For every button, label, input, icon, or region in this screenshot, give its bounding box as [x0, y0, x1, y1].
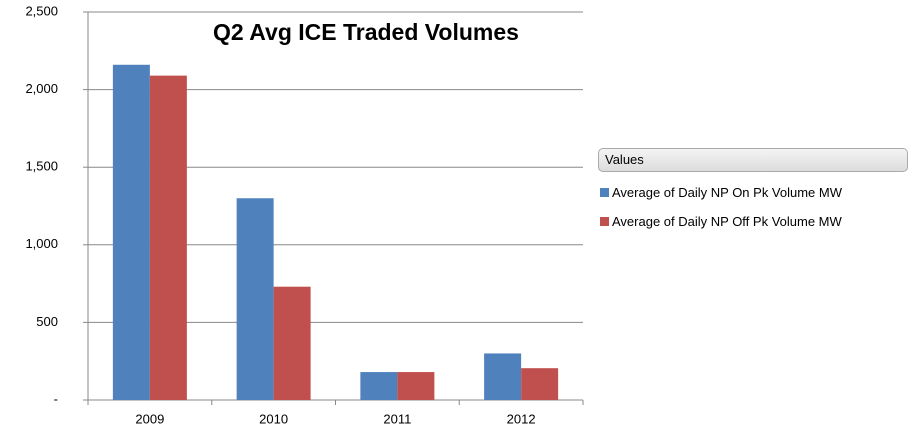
legend-entry: Average of Daily NP Off Pk Volume MW: [598, 213, 902, 230]
x-tick-label: 2012: [507, 411, 536, 426]
y-tick-label: 500: [36, 314, 58, 329]
y-tick-label: -: [54, 391, 58, 406]
chart-title: Q2 Avg ICE Traded Volumes: [213, 19, 519, 45]
legend-label: Average of Daily NP Off Pk Volume MW: [612, 214, 842, 229]
y-tick-label: 1,500: [25, 159, 58, 174]
legend-entry: Average of Daily NP On Pk Volume MW: [598, 184, 902, 201]
legend-swatch: [600, 217, 609, 226]
y-tick-label: 2,500: [25, 3, 58, 18]
bar: [273, 286, 311, 400]
x-tick-label: 2011: [383, 411, 411, 426]
bar: [236, 198, 274, 400]
legend-title: Values: [598, 148, 908, 172]
legend: Values Average of Daily NP On Pk Volume …: [598, 148, 908, 230]
x-tick-label: 2010: [259, 411, 288, 426]
bar: [397, 372, 435, 400]
bar: [112, 64, 150, 400]
x-tick-label: 2009: [135, 411, 164, 426]
bar: [149, 75, 187, 400]
bar: [360, 372, 398, 400]
y-tick-label: 1,000: [25, 236, 58, 251]
y-tick-label: 2,000: [25, 81, 58, 96]
legend-label: Average of Daily NP On Pk Volume MW: [612, 185, 843, 200]
legend-swatch: [600, 188, 609, 197]
bar: [484, 353, 522, 400]
bar: [521, 368, 559, 400]
